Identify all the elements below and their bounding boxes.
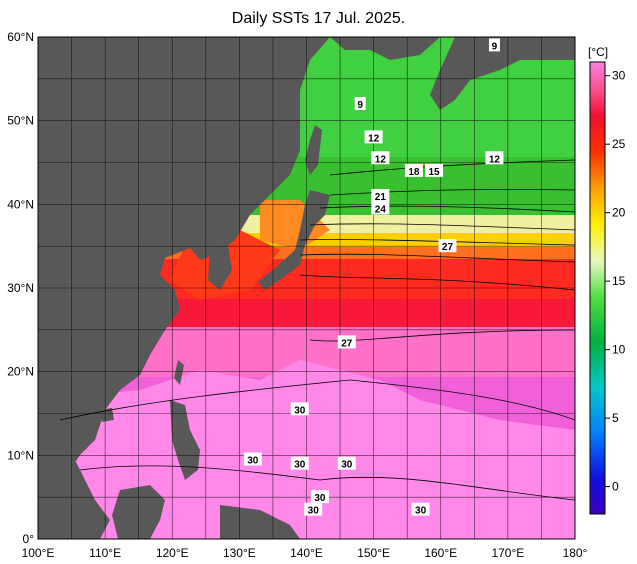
lon-tick-label: 100°E bbox=[22, 546, 55, 560]
svg-text:30: 30 bbox=[294, 405, 306, 416]
svg-text:30: 30 bbox=[314, 493, 326, 504]
lon-tick-label: 170°E bbox=[491, 546, 524, 560]
contour-label: 12 bbox=[485, 151, 504, 165]
colorbar-tick-label: 20 bbox=[612, 206, 626, 220]
contour-label: 30 bbox=[243, 452, 262, 467]
lat-tick-label: 20°N bbox=[7, 365, 34, 379]
svg-text:30: 30 bbox=[294, 460, 306, 471]
svg-text:12: 12 bbox=[375, 154, 387, 165]
colorbar-tick-label: 10 bbox=[612, 343, 626, 357]
svg-text:21: 21 bbox=[375, 192, 387, 203]
contour-label: 15 bbox=[425, 163, 444, 178]
contour-label: 21 bbox=[371, 188, 390, 203]
lon-tick-label: 150°E bbox=[357, 546, 390, 560]
svg-text:12: 12 bbox=[489, 154, 501, 165]
colorbar-tick-label: 25 bbox=[612, 137, 626, 151]
axis-tick-labels: 100°E 110°E 120°E 130°E 140°E 150°E 160°E 170°E… bbox=[7, 30, 587, 560]
colorbar-ticks: 0 5 10 15 20 25 30 bbox=[605, 69, 626, 494]
contour-label: 12 bbox=[371, 151, 390, 165]
svg-text:18: 18 bbox=[408, 167, 420, 178]
svg-text:30: 30 bbox=[341, 460, 353, 471]
land bbox=[38, 37, 575, 539]
map-title: Daily SSTs 17 Jul. 2025. bbox=[231, 10, 406, 27]
contour-label: 27 bbox=[337, 335, 356, 349]
contour-label: 30 bbox=[290, 402, 309, 416]
lat-tick-label: 50°N bbox=[7, 114, 34, 128]
contour-label: 18 bbox=[404, 163, 423, 178]
svg-text:9: 9 bbox=[492, 41, 498, 52]
contour-label: 30 bbox=[337, 456, 356, 471]
contour-label: 30 bbox=[411, 502, 430, 517]
lat-tick-label: 0° bbox=[23, 532, 35, 546]
svg-text:15: 15 bbox=[428, 167, 440, 178]
contour-label: 30 bbox=[304, 502, 323, 517]
isotherms bbox=[59, 159, 575, 501]
contour-label: 27 bbox=[438, 239, 457, 253]
svg-text:9: 9 bbox=[357, 100, 363, 111]
lon-tick-label: 180° bbox=[563, 546, 588, 560]
lon-tick-label: 120°E bbox=[156, 546, 189, 560]
svg-text:30: 30 bbox=[308, 506, 320, 517]
svg-text:30: 30 bbox=[415, 506, 427, 517]
contour-label: 24 bbox=[371, 201, 390, 216]
lon-tick-label: 140°E bbox=[290, 546, 323, 560]
contour-label: 9 bbox=[354, 96, 366, 111]
map-frame bbox=[37, 36, 576, 540]
lat-tick-label: 10°N bbox=[7, 448, 34, 462]
svg-text:24: 24 bbox=[375, 205, 387, 216]
lon-tick-label: 110°E bbox=[89, 546, 121, 560]
lon-tick-label: 130°E bbox=[223, 546, 256, 560]
svg-text:27: 27 bbox=[442, 242, 454, 253]
lat-tick-label: 60°N bbox=[7, 30, 34, 44]
lat-tick-label: 40°N bbox=[7, 197, 34, 211]
contour-labels: 9 9 12 12 12 18 15 21 24 27 27 30 30 30 30 30 30 30 bbox=[243, 38, 504, 517]
colorbar-tick-label: 0 bbox=[612, 480, 619, 494]
lon-tick-label: 160°E bbox=[424, 546, 457, 560]
svg-text:30: 30 bbox=[247, 456, 259, 467]
contour-label: 9 bbox=[488, 38, 500, 52]
colorbar-tick-label: 30 bbox=[612, 69, 626, 83]
svg-text:12: 12 bbox=[368, 133, 380, 144]
colorbar bbox=[589, 61, 606, 515]
unit-label: [°C] bbox=[588, 45, 609, 59]
colorbar-tick-label: 15 bbox=[612, 274, 626, 288]
contour-label: 12 bbox=[364, 130, 383, 144]
contour-label: 30 bbox=[310, 490, 329, 504]
lat-tick-label: 30°N bbox=[7, 281, 34, 295]
contour-label: 30 bbox=[290, 456, 309, 471]
svg-text:27: 27 bbox=[341, 338, 353, 349]
colorbar-tick-label: 5 bbox=[612, 411, 619, 425]
